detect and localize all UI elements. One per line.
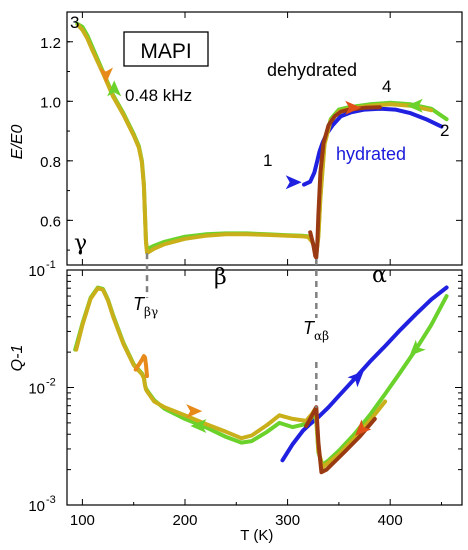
bottom-y-tick-exponent: -1 — [46, 259, 56, 271]
point-3-label: 3 — [70, 13, 79, 32]
top-arrow-4 — [406, 98, 423, 113]
bottom-x-tick-label: 200 — [172, 512, 197, 529]
phase-gamma-label: γ — [74, 231, 87, 256]
top-y-axis-title: E/E0 — [9, 125, 26, 160]
bottom-y-tick-exponent: -3 — [46, 494, 56, 506]
top-y-tick-label: 0.6 — [40, 213, 61, 230]
bottom-y-tick-label: 10 — [28, 381, 45, 398]
bottom-x-tick-label: 100 — [70, 512, 95, 529]
T-alpha-beta-subscript: αβ — [314, 329, 329, 343]
phase-beta-label: β — [214, 265, 227, 290]
top-panel: 0.6 0.8 1.0 1.2 MAPI 0.48 kHz dehydrated hydrat… — [9, 11, 463, 266]
bottom-arrow-3 — [409, 339, 426, 356]
bottom-y-axis-title: Q-1 — [9, 345, 26, 372]
top-y-tick-label: 0.8 — [40, 154, 61, 171]
point-1-label: 1 — [263, 151, 272, 170]
bottom-series-1 — [73, 285, 449, 467]
point-4-label: 4 — [382, 77, 391, 96]
bottom-series-0 — [280, 285, 449, 463]
top-series-3 — [308, 105, 382, 260]
T-alpha-beta-label: T — [303, 318, 316, 338]
bottom-arrow-4 — [355, 419, 372, 436]
bottom-x-tick-label: 300 — [275, 512, 300, 529]
bottom-y-tick-label: 10 — [28, 263, 45, 280]
bottom-y-tick-label: 10 — [28, 498, 45, 515]
top-arrow-2 — [285, 175, 302, 190]
bottom-series-4 — [133, 354, 149, 379]
bottom-arrow-0 — [186, 404, 203, 419]
bottom-series-3 — [304, 405, 377, 475]
top-arrow-1 — [107, 80, 122, 97]
bottom-plot-frame — [66, 269, 463, 506]
top-plot-frame — [66, 11, 463, 266]
point-2-label: 2 — [440, 121, 449, 140]
top-series-0 — [302, 106, 444, 187]
dehydrated-label: dehydrated — [267, 60, 357, 80]
T-beta-gamma-subscript: βγ — [144, 305, 158, 319]
top-y-tick-label: 1.2 — [40, 35, 61, 52]
material-label: MAPI — [140, 40, 191, 63]
bottom-arrow-2 — [347, 371, 364, 388]
bottom-x-tick-label: 400 — [378, 512, 403, 529]
top-arrow-0 — [99, 67, 113, 84]
phase-alpha-label: α — [372, 263, 387, 288]
top-arrow-3 — [345, 100, 362, 115]
bottom-arrow-1 — [190, 419, 207, 433]
x-axis-title: T (K) — [240, 527, 273, 544]
bottom-y-tick-exponent: -2 — [46, 377, 56, 389]
hydrated-label: hydrated — [336, 144, 406, 164]
material-box — [123, 31, 209, 67]
top-y-tick-label: 1.0 — [40, 94, 61, 111]
frequency-label: 0.48 kHz — [125, 86, 192, 105]
T-beta-gamma-label: T — [133, 294, 146, 314]
